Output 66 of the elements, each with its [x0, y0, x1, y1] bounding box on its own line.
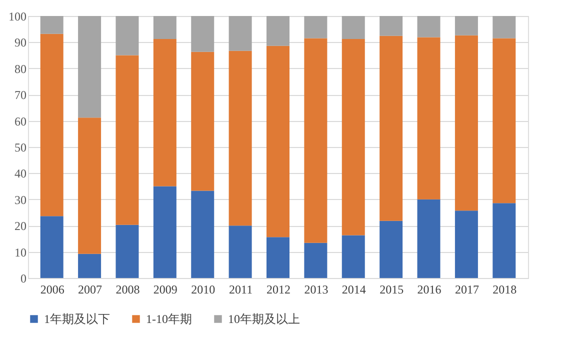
bar	[304, 38, 328, 243]
bar	[380, 36, 403, 221]
bar	[492, 203, 516, 278]
bar	[454, 16, 478, 36]
x-tick-label: 2017	[454, 282, 479, 296]
x-tick-label: 2006	[40, 282, 64, 296]
y-tick-label: 80	[14, 62, 26, 76]
bar	[380, 220, 403, 278]
bar	[454, 210, 478, 278]
bar	[191, 52, 214, 191]
legend-label: 1-10年期	[146, 312, 192, 326]
bar	[304, 16, 328, 38]
bar	[304, 242, 328, 278]
legend-label: 1年期及以下	[44, 312, 110, 326]
bar	[40, 34, 64, 216]
x-tick-label: 2008	[116, 282, 140, 296]
y-tick-label: 20	[14, 219, 26, 234]
bar	[116, 224, 139, 278]
legend-label: 10年期及以上	[228, 312, 300, 326]
bar	[492, 16, 516, 38]
y-tick-label: 40	[14, 166, 26, 181]
bar	[153, 16, 176, 40]
bar	[116, 55, 139, 225]
bar	[40, 16, 64, 34]
bar	[342, 39, 365, 236]
x-tick-label: 2015	[380, 282, 404, 296]
bar	[454, 35, 478, 211]
x-tick-label: 2011	[229, 282, 253, 296]
y-tick-label: 10	[14, 245, 26, 260]
bar	[78, 118, 102, 254]
bar	[417, 16, 440, 38]
y-tick-label: 90	[14, 36, 26, 50]
bar	[191, 190, 214, 278]
bar	[266, 237, 290, 278]
bar	[417, 199, 440, 278]
x-tick-label: 2007	[78, 282, 102, 296]
bar	[228, 16, 252, 51]
y-tick-label: 30	[14, 192, 26, 207]
y-tick-label: 60	[14, 114, 26, 128]
y-tick-label: 100	[8, 10, 26, 24]
bar	[153, 39, 176, 186]
bar	[492, 38, 516, 204]
bar	[266, 16, 290, 46]
x-tick-label: 2010	[191, 282, 216, 296]
x-tick-label: 2018	[492, 282, 517, 296]
x-tick-label: 2012	[266, 282, 290, 296]
x-tick-label: 2016	[417, 282, 442, 296]
x-tick-label: 2009	[153, 282, 178, 296]
bar	[78, 254, 102, 278]
bar	[40, 216, 64, 278]
y-tick-label: 0	[20, 272, 26, 286]
bar	[153, 186, 176, 278]
bar	[342, 235, 365, 278]
bar	[380, 16, 403, 36]
y-tick-label: 70	[14, 88, 26, 102]
bar	[228, 226, 252, 278]
x-tick-label: 2014	[342, 282, 366, 296]
bar	[191, 16, 214, 52]
bar	[342, 16, 365, 40]
bar	[417, 37, 440, 200]
y-tick-label: 50	[14, 140, 26, 154]
bar	[228, 50, 252, 226]
bar	[116, 16, 139, 56]
bar	[78, 16, 102, 118]
bar	[266, 46, 290, 238]
x-tick-label: 2013	[304, 282, 328, 296]
